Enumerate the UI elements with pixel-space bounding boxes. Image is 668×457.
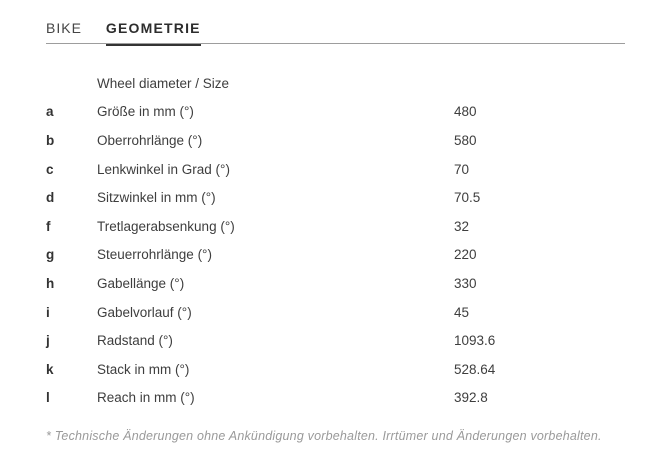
row-value: 580 [454, 132, 477, 148]
row-key: k [46, 361, 54, 377]
tab-bike[interactable]: BIKE [46, 12, 82, 44]
table-header-label: Wheel diameter / Size [97, 75, 230, 91]
row-key: f [46, 218, 51, 234]
table-header-row: Wheel diameter / Size [46, 69, 625, 98]
table-row: h Gabellänge (°) 330 [46, 269, 625, 298]
row-key: h [46, 275, 55, 291]
row-value: 392.8 [454, 390, 488, 406]
row-value: 1093.6 [454, 333, 496, 349]
row-label: Reach in mm (°) [97, 390, 195, 406]
table-row: i Gabelvorlauf (°) 45 [46, 298, 625, 327]
row-label: Stack in mm (°) [97, 361, 190, 377]
row-value: 330 [454, 275, 477, 291]
row-label: Oberrohrlänge (°) [97, 132, 203, 148]
row-key: l [46, 390, 50, 406]
row-key: g [46, 247, 55, 263]
row-label: Gabellänge (°) [97, 275, 185, 291]
table-row: b Oberrohrlänge (°) 580 [46, 126, 625, 155]
table-row: g Steuerrohrlänge (°) 220 [46, 241, 625, 270]
tab-geometrie[interactable]: GEOMETRIE [105, 12, 201, 46]
table-row: j Radstand (°) 1093.6 [46, 326, 625, 355]
row-key: c [46, 161, 54, 177]
row-key: a [46, 104, 54, 120]
row-label: Sitzwinkel in mm (°) [97, 190, 216, 206]
row-value: 45 [454, 304, 470, 320]
row-value: 480 [454, 104, 477, 120]
row-label: Tretlagerabsenkung (°) [97, 218, 235, 234]
row-label: Radstand (°) [97, 333, 173, 349]
row-value: 70.5 [454, 190, 481, 206]
row-value: 32 [454, 218, 470, 234]
row-label: Größe in mm (°) [97, 104, 194, 120]
row-key: j [46, 333, 50, 349]
table-row: l Reach in mm (°) 392.8 [46, 384, 625, 413]
row-key: i [46, 304, 50, 320]
row-key: b [46, 132, 55, 148]
row-key: d [46, 190, 55, 206]
row-label: Steuerrohrlänge (°) [97, 247, 212, 263]
table-rows: a Größe in mm (°) 480 b Oberrohrlänge (°… [46, 98, 625, 413]
row-label: Lenkwinkel in Grad (°) [97, 161, 230, 177]
row-value: 528.64 [454, 361, 496, 377]
row-value: 70 [454, 161, 470, 177]
table-row: c Lenkwinkel in Grad (°) 70 [46, 155, 625, 184]
footnote-text: * Technische Änderungen ohne Ankündigung… [46, 429, 602, 443]
geometry-table: Wheel diameter / Size a Größe in mm (°) … [46, 44, 625, 412]
table-row: k Stack in mm (°) 528.64 [46, 355, 625, 384]
table-row: f Tretlagerabsenkung (°) 32 [46, 212, 625, 241]
row-label: Gabelvorlauf (°) [97, 304, 192, 320]
row-value: 220 [454, 247, 477, 263]
tab-bar: BIKE GEOMETRIE [46, 0, 625, 46]
table-row: a Größe in mm (°) 480 [46, 98, 625, 127]
table-row: d Sitzwinkel in mm (°) 70.5 [46, 183, 625, 212]
